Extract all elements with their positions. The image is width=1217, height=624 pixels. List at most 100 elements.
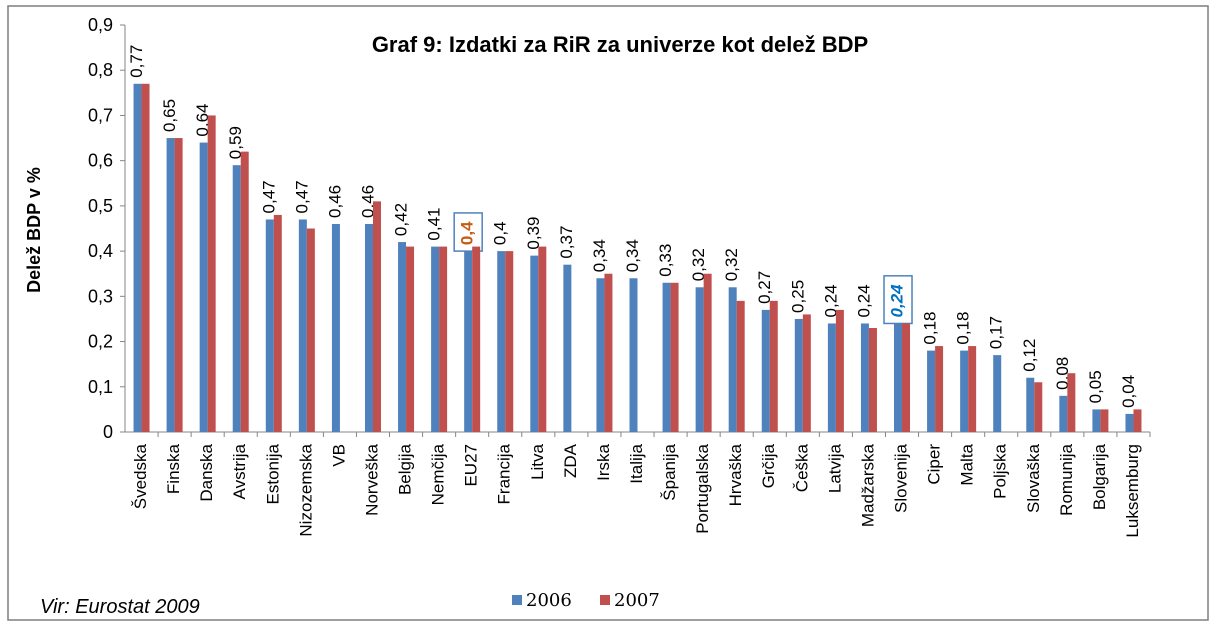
value-label: 0,41	[425, 207, 444, 240]
value-label: 0,32	[722, 248, 741, 281]
x-tick-label: Bolgarija	[1090, 443, 1109, 510]
y-tick-label: 0	[103, 422, 113, 442]
bar	[1034, 382, 1043, 432]
x-tick-label: Litva	[528, 443, 547, 479]
bar	[960, 350, 969, 432]
x-tick-label: Portugalska	[693, 443, 712, 533]
x-tick-label: VB	[329, 444, 348, 467]
x-tick-label: Španija	[660, 443, 679, 500]
bar	[331, 223, 340, 432]
value-label: 0,27	[755, 271, 774, 304]
bar	[1133, 409, 1142, 432]
x-tick-label: Latvija	[825, 443, 844, 493]
bar	[265, 219, 274, 432]
highlight-box	[883, 275, 913, 325]
bar	[530, 255, 539, 432]
y-axis-label: Delež BDP v %	[24, 167, 44, 293]
legend-swatch	[600, 595, 610, 605]
bar	[240, 151, 249, 432]
value-label: 0,46	[358, 185, 377, 218]
bar	[273, 214, 282, 432]
bar	[298, 219, 307, 432]
x-tick-label: Hrvaška	[726, 443, 745, 506]
value-label: 0,34	[623, 239, 642, 272]
bar	[993, 355, 1002, 432]
chart-title: Graf 9: Izdatki za RiR za univerze kot d…	[372, 32, 868, 57]
y-tick-label: 0,1	[88, 377, 113, 397]
bar	[141, 83, 150, 433]
y-tick-label: 0,5	[88, 196, 113, 216]
bar	[306, 228, 315, 432]
value-label: 0,65	[160, 99, 179, 132]
bar	[497, 251, 506, 432]
x-tick-label: Slovenija	[892, 443, 911, 513]
bar	[364, 223, 373, 432]
x-tick-label: Češka	[792, 443, 811, 492]
bar	[935, 346, 944, 432]
bar	[505, 251, 514, 432]
bar	[174, 138, 183, 433]
bar	[372, 201, 381, 432]
bar	[728, 287, 737, 432]
legend-swatch	[512, 595, 522, 605]
bar	[662, 282, 671, 432]
bar	[827, 323, 836, 432]
value-label: 0,39	[524, 217, 543, 250]
value-label: 0,46	[325, 185, 344, 218]
bar	[199, 142, 208, 433]
x-tick-label: Malta	[958, 443, 977, 485]
value-label: 0,34	[590, 239, 609, 272]
value-label: 0,37	[557, 226, 576, 259]
bar	[604, 273, 613, 432]
x-tick-label: Finska	[164, 443, 183, 494]
value-label: 0,64	[193, 103, 212, 136]
value-label: 0,59	[226, 126, 245, 159]
bar	[902, 323, 911, 432]
y-tick-label: 0,3	[88, 286, 113, 306]
bar	[1026, 377, 1035, 432]
value-label: 0,47	[259, 180, 278, 213]
bar	[596, 278, 605, 432]
x-tick-label: Avstrija	[230, 443, 249, 499]
x-tick-label: Poljska	[991, 443, 1010, 498]
y-tick-label: 0,2	[88, 332, 113, 352]
value-label: 0,24	[888, 284, 907, 318]
value-label: 0,77	[127, 45, 146, 78]
value-label: 0,17	[987, 316, 1006, 349]
bar	[968, 346, 977, 432]
bar	[464, 251, 473, 432]
bar	[769, 300, 778, 432]
value-label: 0,25	[788, 280, 807, 313]
x-tick-label: Irska	[594, 443, 613, 480]
y-tick-label: 0,8	[88, 60, 113, 80]
value-label: 0,12	[1020, 339, 1039, 372]
value-label: 0,33	[656, 244, 675, 277]
bar	[472, 246, 481, 432]
bar	[802, 314, 811, 432]
bar	[1100, 409, 1109, 432]
x-tick-label: Grčija	[759, 443, 778, 488]
y-tick-label: 0,9	[88, 15, 113, 35]
x-tick-label: ZDA	[561, 443, 580, 478]
bar	[538, 246, 547, 432]
x-tick-label: Ciper	[925, 444, 944, 485]
bar	[431, 246, 440, 432]
value-label: 0,08	[1053, 357, 1072, 390]
legend-label: 2006	[526, 590, 572, 611]
bar	[1092, 409, 1101, 432]
x-tick-label: Nemčija	[429, 443, 448, 505]
value-label: 0,4	[458, 221, 477, 245]
bar	[207, 115, 216, 432]
bar	[439, 246, 448, 432]
value-label: 0,04	[1119, 375, 1138, 408]
x-tick-label: Estonija	[263, 443, 282, 504]
y-tick-label: 0,4	[88, 241, 113, 261]
value-label: 0,05	[1086, 370, 1105, 403]
bar	[1125, 413, 1134, 432]
source-note: Vir: Eurostat 2009	[40, 596, 200, 618]
bar	[406, 246, 415, 432]
x-tick-label: Romunija	[1057, 443, 1076, 515]
bar	[868, 327, 877, 432]
bar	[736, 300, 745, 432]
